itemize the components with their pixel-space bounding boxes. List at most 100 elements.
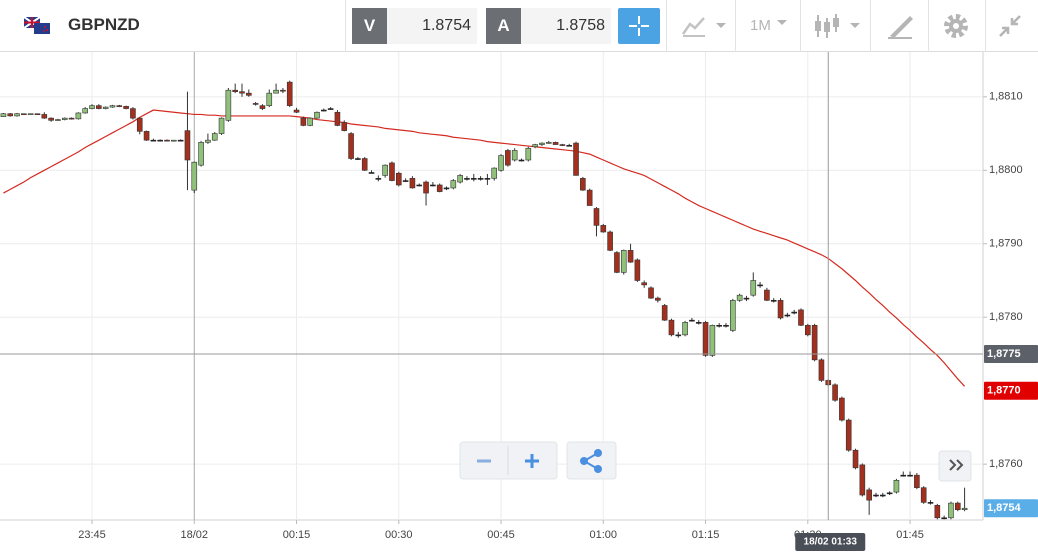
chart-type-button[interactable]	[680, 14, 730, 38]
candle-body	[675, 334, 682, 337]
candle-body	[641, 282, 647, 286]
candle-body	[443, 187, 450, 190]
dropdown-arrow	[777, 20, 787, 25]
candle-body	[736, 294, 743, 301]
timeframe[interactable]: 1M	[750, 17, 771, 34]
candle-body	[211, 133, 218, 141]
candle-body	[839, 397, 845, 421]
candle-body	[545, 142, 552, 144]
candle-body	[89, 105, 95, 109]
candle-body	[34, 113, 41, 116]
flag-icon	[24, 17, 50, 34]
candle-body	[164, 139, 170, 142]
candle-body	[518, 159, 525, 162]
bid-button[interactable]: V	[352, 8, 387, 44]
candle-body	[716, 325, 722, 327]
candle-body	[389, 162, 395, 181]
candle-body	[948, 502, 954, 519]
candle-body	[784, 314, 791, 317]
separator	[800, 0, 801, 52]
candle-body	[757, 284, 763, 287]
settings-button[interactable]	[942, 12, 970, 40]
candle-body	[157, 139, 163, 142]
y-tick-label: 1,8810	[989, 91, 1023, 103]
x-tick-label: 01:15	[692, 529, 720, 541]
candle-body	[252, 103, 259, 105]
candle-body	[818, 359, 825, 381]
ask-price[interactable]: 1.8758	[521, 8, 611, 44]
zoom-in-button[interactable]	[525, 454, 539, 468]
candle-body	[327, 108, 334, 110]
candle-body	[920, 487, 927, 503]
candle-body	[532, 144, 538, 148]
candle-body	[764, 289, 770, 301]
ask-button[interactable]: A	[486, 8, 521, 44]
x-tick-label: 18/02	[181, 529, 209, 541]
candle-body	[430, 184, 436, 187]
separator	[928, 0, 929, 52]
candle-body	[82, 108, 89, 114]
y-tick-label: 1,8760	[989, 458, 1023, 470]
candle-body	[573, 142, 579, 176]
candle-body	[266, 92, 273, 106]
candle-body	[130, 108, 136, 119]
candle-body	[954, 502, 961, 511]
candle-body	[402, 180, 409, 182]
moving-average	[3, 109, 966, 387]
candle-body	[150, 139, 157, 142]
candle-body	[14, 113, 20, 117]
candle-body	[0, 113, 7, 117]
candle-body	[48, 117, 54, 121]
candle-body	[355, 158, 361, 160]
candle-style-button[interactable]	[812, 12, 864, 40]
candle-body	[648, 287, 654, 299]
y-tick-label: 1,8800	[989, 164, 1023, 176]
candle-body	[416, 184, 423, 187]
candle-body	[900, 474, 907, 477]
candle-body	[525, 147, 532, 161]
candle-body	[246, 92, 252, 96]
candle-body	[409, 178, 416, 189]
candle-body	[770, 300, 777, 302]
x-tick-label: 01:00	[590, 529, 618, 541]
separator	[345, 0, 346, 52]
candle-body	[239, 91, 245, 94]
candle-body	[61, 117, 68, 120]
candle-body	[218, 117, 225, 134]
candle-body	[539, 142, 545, 145]
candle-body	[177, 139, 184, 142]
crosshair-button[interactable]	[618, 8, 660, 44]
y-tick-label: 1,8780	[989, 311, 1023, 323]
separator	[735, 0, 736, 52]
candle-body	[593, 208, 600, 226]
candle-body	[566, 145, 573, 147]
x-tick-label: 01:45	[896, 529, 924, 541]
candle-body	[941, 517, 947, 520]
candle-body	[798, 309, 804, 326]
candle-body	[450, 180, 457, 189]
candle-body	[477, 178, 484, 180]
bid-price[interactable]: 1.8754	[387, 8, 477, 44]
candle-body	[743, 297, 750, 300]
candle-body	[368, 172, 375, 174]
candle-body	[75, 112, 82, 120]
scroll-icon	[949, 459, 964, 471]
candle-body	[320, 109, 327, 112]
candle-body	[791, 311, 797, 314]
candle-body	[634, 259, 641, 281]
collapse-button[interactable]	[998, 14, 1024, 40]
share-button[interactable]	[580, 449, 602, 473]
ma-tag-box	[984, 381, 1038, 400]
y-tick-label: 1,8790	[989, 238, 1023, 250]
draw-tool-button[interactable]	[886, 12, 916, 40]
candle-body	[702, 322, 709, 356]
candle-body	[102, 106, 109, 109]
x-tick-label: 00:45	[487, 529, 515, 541]
crosshair-y-box	[984, 344, 1038, 363]
candle-body	[511, 150, 518, 161]
symbol[interactable]: GBPNZD	[68, 15, 140, 34]
candle-body	[273, 89, 279, 94]
candle-body	[171, 139, 177, 142]
candle-body	[259, 105, 266, 109]
